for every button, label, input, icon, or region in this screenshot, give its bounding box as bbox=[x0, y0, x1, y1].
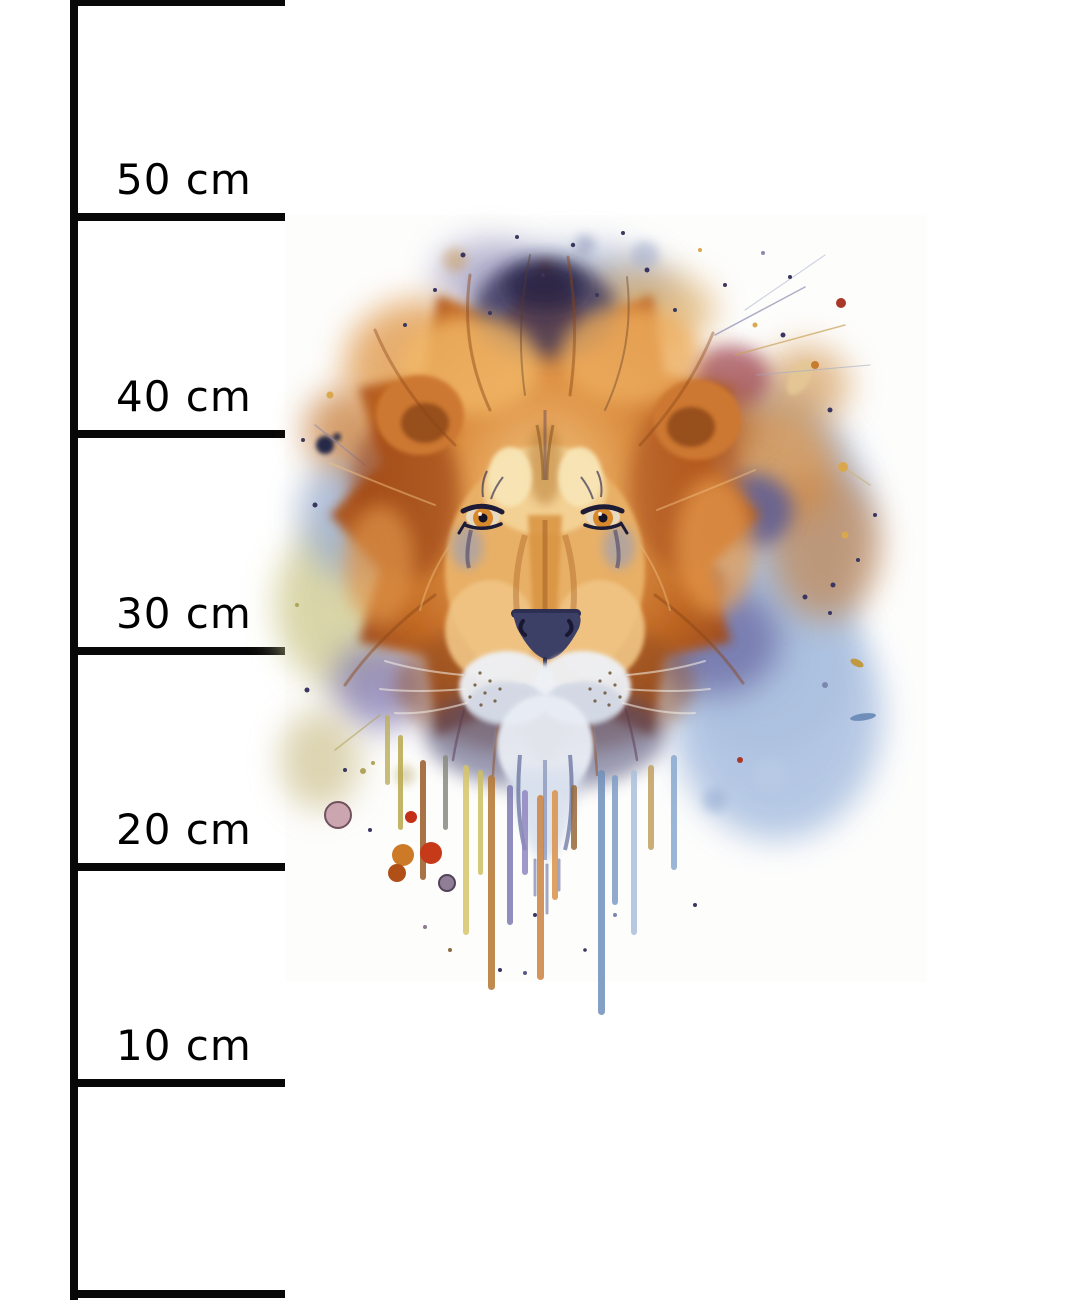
paint-drips bbox=[385, 715, 677, 1015]
lion-face bbox=[379, 410, 711, 915]
ruler-tick-0cm bbox=[70, 1290, 285, 1298]
mane-fur-strokes bbox=[329, 254, 756, 802]
speckles bbox=[295, 231, 877, 975]
ruler-label-10cm: 10 cm bbox=[116, 1021, 252, 1070]
lion-eyes bbox=[457, 470, 629, 535]
ruler-tick-10cm bbox=[70, 1079, 285, 1087]
ruler-tick-50cm bbox=[70, 213, 285, 221]
ruler-tick-30cm bbox=[70, 647, 285, 655]
ruler-label-40cm: 40 cm bbox=[116, 372, 252, 421]
ruler-tick-20cm bbox=[70, 863, 285, 871]
lion-watercolor-artwork bbox=[275, 215, 927, 1030]
ruler-label-30cm: 30 cm bbox=[116, 589, 252, 638]
splash-lines bbox=[314, 254, 871, 751]
ruler-label-20cm: 20 cm bbox=[116, 805, 252, 854]
ruler-tick-40cm bbox=[70, 430, 285, 438]
lion-nose bbox=[511, 609, 581, 692]
splatter-blobs bbox=[324, 761, 456, 892]
lion-ears bbox=[376, 375, 741, 460]
ruler-tick-60cm bbox=[70, 0, 285, 6]
ruler-label-50cm: 50 cm bbox=[116, 155, 252, 204]
